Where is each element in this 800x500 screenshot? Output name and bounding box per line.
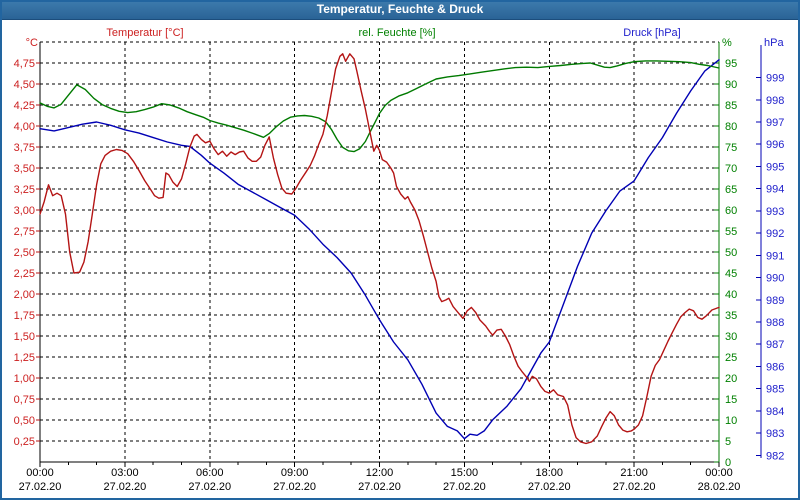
humidity-tick-label: 15	[725, 394, 737, 406]
humidity-tick-label: 35	[725, 310, 737, 322]
pressure-tick-label: 990	[766, 273, 784, 285]
humidity-tick-label: 10	[725, 415, 737, 427]
temperature-tick-label: 3,25	[14, 184, 35, 196]
title-bar: Temperatur, Feuchte & Druck	[0, 0, 800, 20]
temperature-tick-label: 4,50	[14, 79, 35, 91]
pressure-tick-label: 999	[766, 73, 784, 85]
humidity-tick-label: 40	[725, 289, 737, 301]
temperature-tick-label: 2,75	[14, 226, 35, 238]
temperature-tick-label: 3,75	[14, 142, 35, 154]
humidity-tick-label: 55	[725, 226, 737, 238]
humidity-tick-label: 25	[725, 352, 737, 364]
pressure-axis-unit: hPa	[764, 37, 784, 49]
temperature-tick-label: 4,25	[14, 100, 35, 112]
humidity-tick-label: 90	[725, 79, 737, 91]
pressure-tick-label: 984	[766, 406, 784, 418]
humidity-tick-label: 95	[725, 58, 737, 70]
temperature-tick-label: 0,25	[14, 436, 35, 448]
pressure-tick-label: 995	[766, 161, 784, 173]
temperature-tick-label: 2,50	[14, 247, 35, 259]
humidity-tick-label: 50	[725, 247, 737, 259]
humidity-tick-label: 20	[725, 373, 737, 385]
temperature-tick-label: 3,50	[14, 163, 35, 175]
humidity-tick-label: 75	[725, 142, 737, 154]
x-time-label: 06:00	[196, 467, 224, 479]
x-time-label: 15:00	[451, 467, 479, 479]
humidity-series-line	[39, 60, 720, 153]
pressure-tick-label: 994	[766, 184, 784, 196]
humidity-tick-label: 85	[725, 100, 737, 112]
temperature-tick-label: 3,00	[14, 205, 35, 217]
temperature-tick-label: 2,00	[14, 289, 35, 301]
x-date-label: 27.02.20	[613, 481, 656, 493]
temperature-tick-label: 2,25	[14, 268, 35, 280]
humidity-axis-unit: %	[722, 37, 732, 49]
pressure-tick-label: 987	[766, 339, 784, 351]
temperature-series-line	[39, 53, 720, 445]
humidity-tick-label: 65	[725, 184, 737, 196]
temperature-tick-label: 1,50	[14, 331, 35, 343]
temperature-tick-label: 4,00	[14, 121, 35, 133]
temperature-tick-label: 0,75	[14, 394, 35, 406]
legend-pressure: Druck [hPa]	[623, 27, 681, 39]
x-time-label: 12:00	[366, 467, 394, 479]
legend-humidity: rel. Feuchte [%]	[358, 27, 436, 39]
pressure-tick-label: 993	[766, 206, 784, 218]
x-date-label: 27.02.20	[19, 481, 62, 493]
temperature-tick-label: 1,00	[14, 373, 35, 385]
humidity-tick-label: 30	[725, 331, 737, 343]
temperature-tick-label: 1,75	[14, 310, 35, 322]
x-date-label: 27.02.20	[358, 481, 401, 493]
pressure-tick-label: 988	[766, 317, 784, 329]
x-time-label: 03:00	[111, 467, 139, 479]
pressure-tick-label: 997	[766, 117, 784, 129]
pressure-tick-label: 992	[766, 228, 784, 240]
x-date-label: 27.02.20	[103, 481, 146, 493]
pressure-tick-label: 985	[766, 384, 784, 396]
pressure-tick-label: 996	[766, 139, 784, 151]
x-time-label: 09:00	[281, 467, 309, 479]
temperature-axis-unit: °C	[25, 37, 38, 49]
temperature-tick-label: 4,75	[14, 58, 35, 70]
x-date-label: 27.02.20	[188, 481, 231, 493]
pressure-tick-label: 986	[766, 361, 784, 373]
pressure-tick-label: 989	[766, 295, 784, 307]
x-date-label: 27.02.20	[443, 481, 486, 493]
pressure-series-line	[39, 59, 720, 440]
x-date-label: 27.02.20	[273, 481, 316, 493]
pressure-tick-label: 998	[766, 95, 784, 107]
x-time-label: 00:00	[26, 467, 54, 479]
temperature-tick-label: 0,50	[14, 415, 35, 427]
x-time-label: 18:00	[535, 467, 563, 479]
humidity-tick-label: 80	[725, 121, 737, 133]
humidity-tick-label: 5	[725, 436, 731, 448]
humidity-tick-label: 70	[725, 163, 737, 175]
temperature-tick-label: 1,25	[14, 352, 35, 364]
window-title: Temperatur, Feuchte & Druck	[316, 2, 484, 16]
x-date-label: 27.02.20	[528, 481, 571, 493]
humidity-tick-label: 0	[725, 457, 731, 469]
pressure-tick-label: 982	[766, 450, 784, 462]
pressure-tick-label: 991	[766, 250, 784, 262]
legend-temperature: Temperatur [°C]	[106, 27, 184, 39]
x-time-label: 00:00	[705, 467, 733, 479]
pressure-tick-label: 983	[766, 428, 784, 440]
humidity-tick-label: 45	[725, 268, 737, 280]
x-date-label: 28.02.20	[698, 481, 741, 493]
x-time-label: 21:00	[620, 467, 648, 479]
humidity-tick-label: 60	[725, 205, 737, 217]
